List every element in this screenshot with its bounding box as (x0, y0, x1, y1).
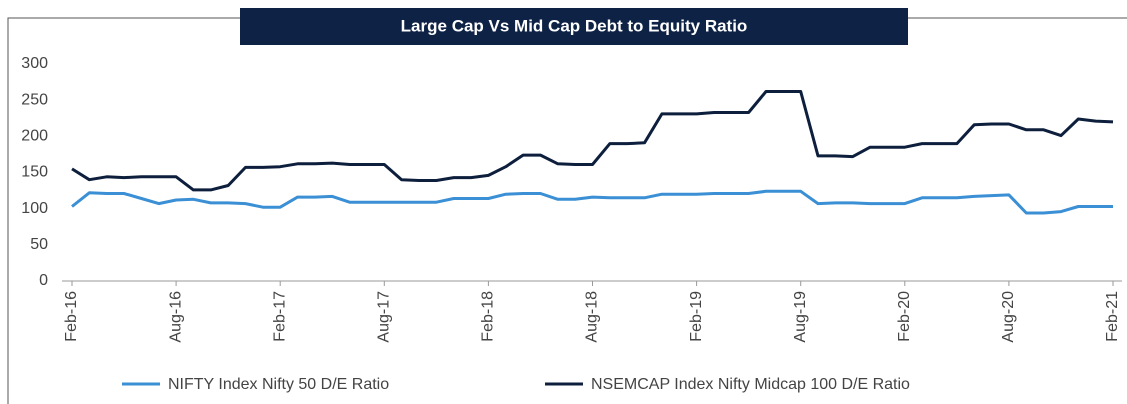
x-tick-label: Aug-20 (1000, 291, 1017, 343)
chart-title: Large Cap Vs Mid Cap Debt to Equity Rati… (401, 16, 748, 35)
y-tick-label: 250 (21, 91, 48, 108)
x-tick-label: Aug-17 (376, 291, 393, 343)
x-tick-label: Feb-18 (480, 291, 497, 342)
y-tick-label: 50 (30, 236, 48, 253)
y-tick-label: 150 (21, 164, 48, 181)
x-tick-label: Feb-16 (63, 291, 80, 342)
title-box (240, 8, 908, 45)
y-tick-label: 300 (21, 55, 48, 72)
x-tick-label: Feb-20 (896, 291, 913, 342)
x-tick-label: Aug-16 (167, 291, 184, 343)
x-tick-label: Aug-18 (584, 291, 601, 343)
series-line (71, 90, 1114, 192)
y-tick-label: 100 (21, 200, 48, 217)
legend-label: NSEMCAP Index Nifty Midcap 100 D/E Ratio (591, 376, 910, 393)
frame (7, 17, 1127, 404)
x-tick-label: Aug-19 (792, 291, 809, 343)
x-tick-label: Feb-19 (688, 291, 705, 342)
y-tick-label: 0 (39, 272, 48, 289)
series-line (71, 189, 1113, 215)
x-tick-label: Feb-21 (1104, 291, 1121, 342)
legend-label: NIFTY Index Nifty 50 D/E Ratio (168, 376, 389, 393)
y-tick-label: 200 (21, 128, 48, 145)
x-tick-label: Feb-17 (271, 291, 288, 342)
